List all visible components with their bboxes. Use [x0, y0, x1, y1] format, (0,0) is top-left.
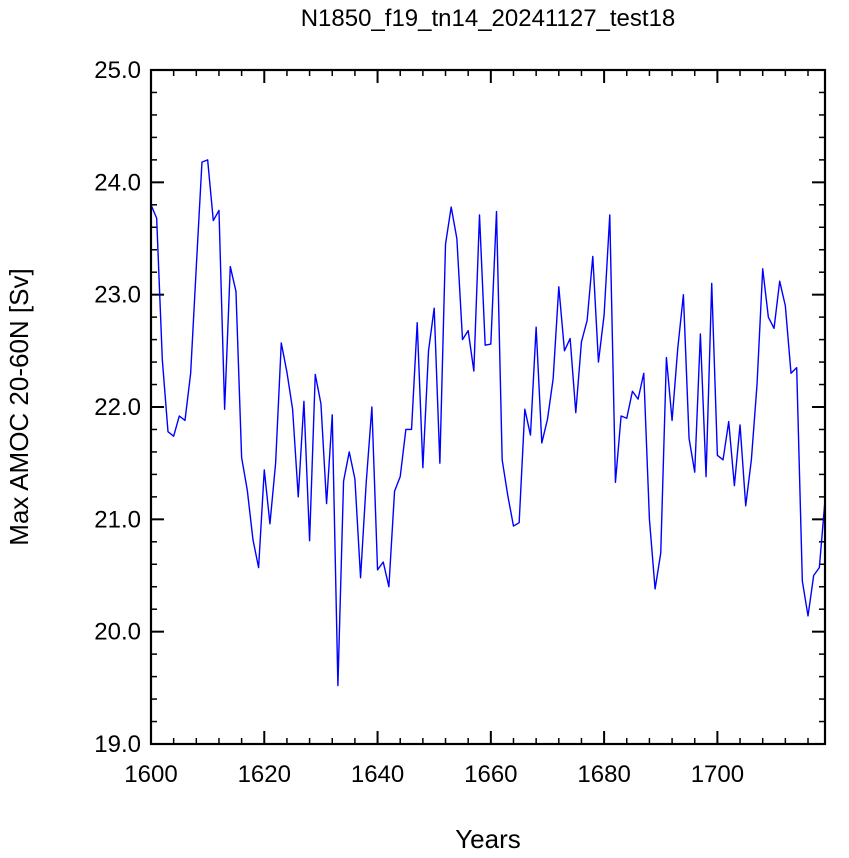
plot-frame	[149, 68, 827, 746]
x-axis-ticks: 1600 1620 1640 1660 1680 1700	[124, 70, 809, 788]
y-tick-label: 21.0	[94, 506, 141, 533]
y-tick-label: 22.0	[94, 394, 141, 421]
y-axis-ticks: 19.0 20.0 21.0 22.0 23.0 24.0 25.0	[94, 57, 825, 758]
y-tick-label: 19.0	[94, 731, 141, 758]
y-tick-label: 24.0	[94, 169, 141, 196]
x-tick-label: 1700	[691, 761, 744, 788]
y-tick-label: 20.0	[94, 619, 141, 646]
y-tick-label: 23.0	[94, 282, 141, 309]
x-tick-label: 1640	[351, 761, 404, 788]
chart-title: N1850_f19_tn14_20241127_test18	[301, 5, 676, 32]
x-tick-label: 1680	[577, 761, 630, 788]
x-tick-label: 1600	[124, 761, 177, 788]
y-axis-label: Max AMOC 20-60N [Sv]	[4, 268, 34, 545]
x-axis-label: Years	[455, 824, 521, 854]
x-tick-label: 1660	[464, 761, 517, 788]
amoc-series-line	[150, 159, 826, 687]
y-tick-label: 25.0	[94, 57, 141, 84]
x-tick-label: 1620	[238, 761, 291, 788]
